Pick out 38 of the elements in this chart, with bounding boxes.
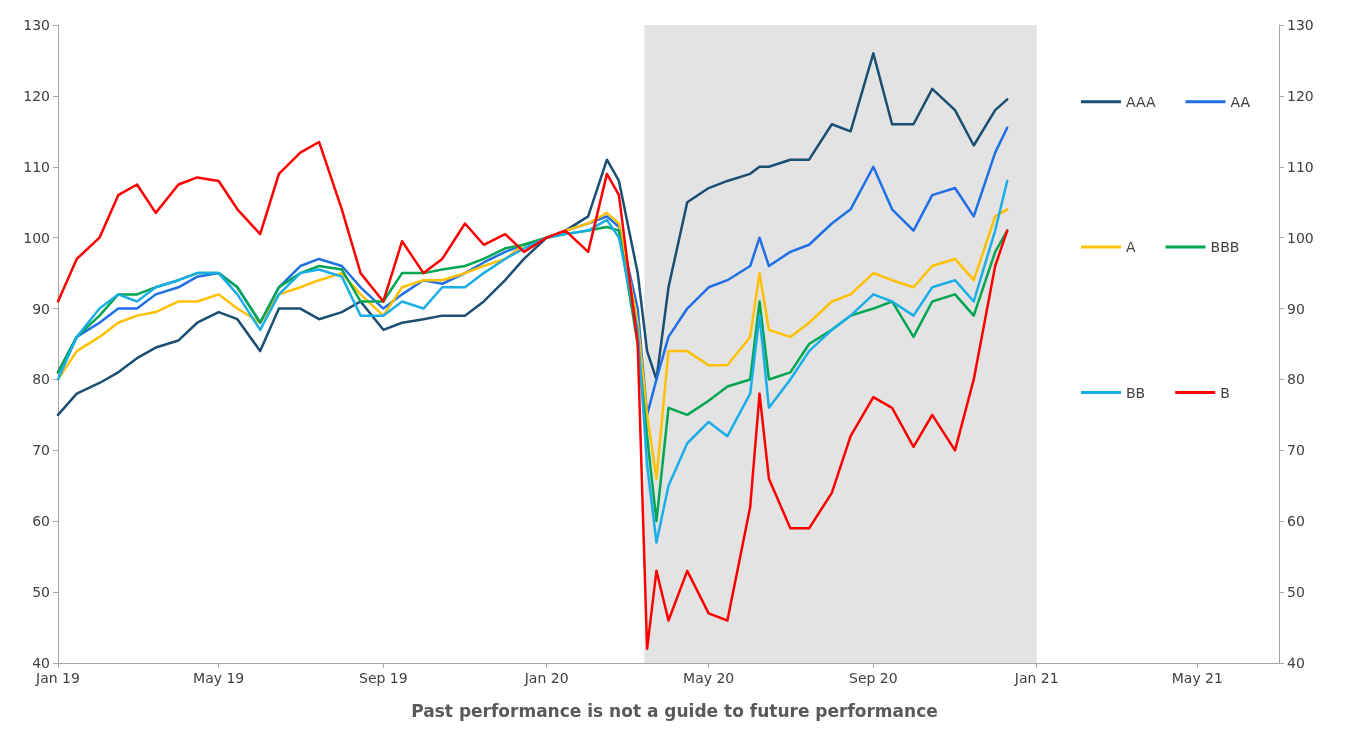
y-tick-label: 80 [32, 371, 50, 388]
y-tick-label: 100 [23, 229, 50, 246]
y2-tick-label: 120 [1287, 87, 1314, 104]
legend-label: BBB [1210, 239, 1240, 256]
x-tick-label: Jan 20 [523, 670, 569, 686]
line-series [56, 140, 1009, 651]
x-tick-label: Jan 19 [35, 670, 80, 686]
x-tick-label: Sep 20 [849, 670, 898, 686]
y2-tick-label: 100 [1287, 229, 1314, 246]
y-tick-label: 60 [32, 513, 50, 530]
y-tick-label: 40 [32, 655, 50, 671]
y2-tick-label: 70 [1287, 442, 1305, 459]
legend-label: A [1126, 239, 1136, 256]
line-series [56, 179, 1009, 544]
line-series [56, 52, 1009, 417]
y-tick-label: 120 [23, 87, 50, 104]
y-tick-label: 70 [32, 442, 50, 459]
x-tick-label: Jan 21 [1013, 670, 1059, 686]
y2-tick-label: 90 [1287, 300, 1305, 317]
legend-label: AAA [1126, 93, 1156, 110]
y-tick-label: 50 [32, 584, 50, 601]
y-tick-label: 130 [23, 17, 50, 33]
x-tick-label: May 20 [683, 670, 735, 686]
y-tick-label: 110 [23, 158, 50, 175]
y2-tick-label: 80 [1287, 371, 1305, 388]
y2-tick-label: 50 [1287, 584, 1305, 601]
y2-tick-label: 60 [1287, 513, 1305, 530]
x-tick-label: Sep 19 [359, 670, 408, 686]
y2-tick-label: 130 [1287, 17, 1314, 33]
text: Past performance is not a guide to future performance [411, 700, 938, 721]
y2-tick-label: 40 [1287, 655, 1305, 671]
x-tick-label: May 21 [1171, 670, 1223, 686]
legend-label: B [1220, 384, 1230, 401]
y2-tick-label: 110 [1287, 158, 1314, 175]
legend-label: AA [1230, 93, 1251, 110]
x-tick-label: May 19 [193, 670, 245, 686]
y-tick-label: 90 [32, 300, 50, 317]
legend-label: BB [1126, 384, 1146, 401]
